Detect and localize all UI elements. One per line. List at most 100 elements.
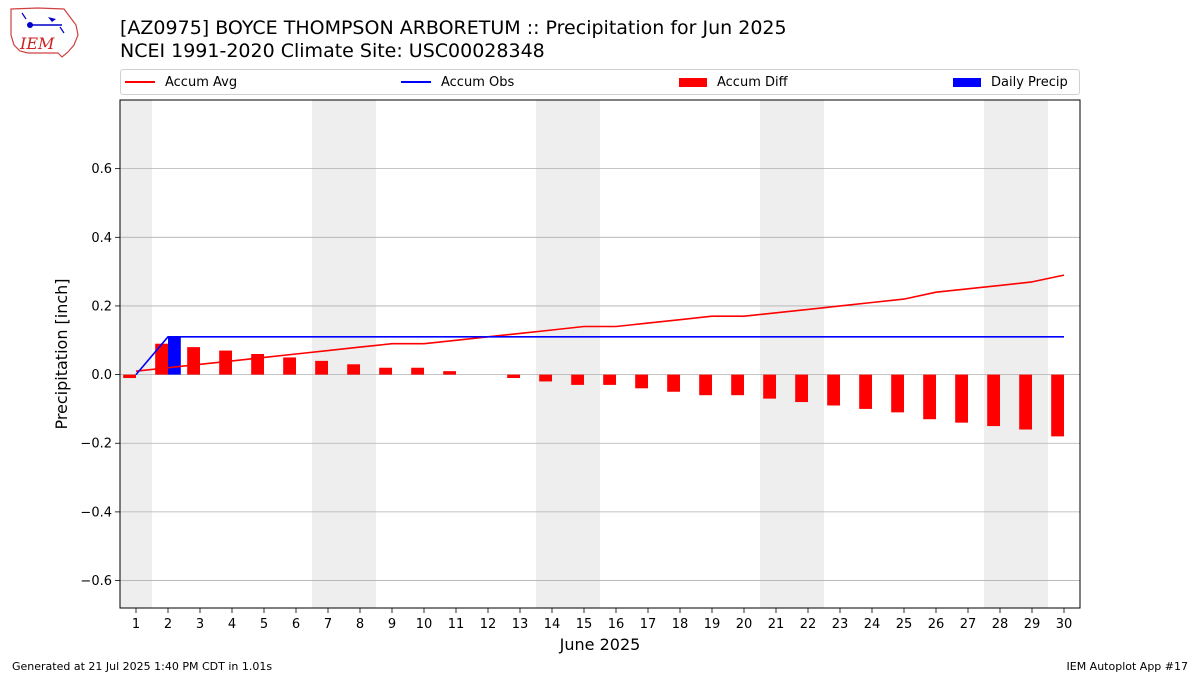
legend-swatch-accum-avg	[125, 81, 155, 83]
x-tick-label: 6	[292, 617, 300, 632]
accum-diff-bar	[187, 347, 200, 375]
accum-diff-bar	[955, 374, 968, 423]
accum-diff-bar	[283, 357, 296, 375]
iowa-outline-shape	[10, 7, 79, 58]
weekend-shade	[312, 100, 376, 608]
logo-text: IEM	[19, 34, 55, 53]
weekend-shade	[760, 100, 824, 608]
x-tick-label: 15	[576, 617, 593, 632]
x-tick-label: 24	[864, 617, 881, 632]
accum-diff-bar	[155, 343, 168, 375]
x-tick-label: 21	[768, 617, 785, 632]
legend-item-accum-obs: Accum Obs	[401, 74, 514, 90]
accum-diff-bar	[859, 374, 872, 409]
iem-logo: IEM	[10, 7, 79, 58]
y-tick-label: −0.4	[80, 505, 112, 520]
legend-item-daily-precip: Daily Precip	[953, 74, 1068, 90]
app-credit: IEM Autoplot App #17	[1066, 660, 1189, 673]
x-tick-label: 13	[512, 617, 529, 632]
x-tick-label: 29	[1024, 617, 1041, 632]
x-tick-label: 5	[260, 617, 268, 632]
accum-diff-bar	[603, 374, 616, 385]
accum-diff-bar	[923, 374, 936, 420]
accum-diff-bar	[699, 374, 712, 396]
x-tick-label: 2	[164, 617, 172, 632]
x-tick-label: 7	[324, 617, 332, 632]
weekend-shade	[120, 100, 152, 608]
x-tick-label: 16	[608, 617, 625, 632]
legend-item-accum-avg: Accum Avg	[125, 74, 237, 90]
legend-swatch-accum-obs	[401, 81, 431, 83]
accum-diff-bar	[987, 374, 1000, 427]
accum-diff-bar	[379, 367, 392, 375]
generated-timestamp: Generated at 21 Jul 2025 1:40 PM CDT in …	[12, 660, 273, 673]
accum-diff-bar	[731, 374, 744, 396]
accum-diff-bar	[507, 374, 520, 379]
x-tick-label: 4	[228, 617, 236, 632]
x-tick-label: 23	[832, 617, 849, 632]
legend-item-accum-diff: Accum Diff	[679, 74, 788, 90]
legend-label-daily-precip: Daily Precip	[991, 74, 1068, 90]
y-tick-label: 0.2	[91, 299, 112, 314]
accum-obs-line	[135, 335, 1064, 376]
weekend-shade	[536, 100, 600, 608]
x-tick-label: 9	[388, 617, 396, 632]
x-axis-label: June 2025	[559, 635, 641, 654]
y-tick-label: 0.0	[91, 368, 112, 383]
y-axis-label: Precipitation [inch]	[52, 278, 71, 429]
weekend-shade	[984, 100, 1048, 608]
accum-diff-bar	[1019, 374, 1032, 430]
x-tick-label: 19	[704, 617, 721, 632]
x-tick-label: 20	[736, 617, 753, 632]
x-tick-label: 10	[416, 617, 433, 632]
x-tick-label: 12	[480, 617, 497, 632]
accum-diff-bar	[411, 367, 424, 375]
y-tick-label: −0.6	[80, 574, 112, 589]
accum-avg-line	[135, 274, 1065, 372]
x-tick-label: 11	[448, 617, 465, 632]
x-tick-label: 18	[672, 617, 689, 632]
x-tick-label: 27	[960, 617, 977, 632]
accum-diff-bar	[123, 374, 136, 379]
logo-tick-shape	[21, 12, 65, 34]
legend-label-accum-diff: Accum Diff	[717, 74, 788, 90]
accum-diff-bar	[667, 374, 680, 392]
y-tick-label: −0.2	[80, 437, 112, 452]
y-tick-label: 0.4	[91, 231, 112, 246]
x-tick-label: 28	[992, 617, 1009, 632]
logo-vane-shape	[48, 17, 56, 22]
accum-diff-bar	[219, 350, 232, 375]
accum-diff-bar	[443, 371, 456, 375]
accum-diff-bar	[635, 374, 648, 389]
accum-diff-bar	[891, 374, 904, 413]
x-tick-label: 22	[800, 617, 817, 632]
legend-swatch-accum-diff	[679, 77, 707, 87]
legend-label-accum-avg: Accum Avg	[165, 74, 238, 90]
accum-diff-bar	[571, 374, 584, 385]
logo-dot-shape	[27, 22, 33, 28]
accum-diff-bar	[827, 374, 840, 406]
plot-frame	[119, 99, 1081, 609]
chart-title: [AZ0975] BOYCE THOMPSON ARBORETUM :: Pre…	[120, 17, 787, 39]
accum-diff-bar	[539, 374, 552, 382]
legend-label-accum-obs: Accum Obs	[441, 74, 515, 90]
y-tick-label: 0.6	[91, 162, 112, 177]
daily-precip-bar	[168, 336, 181, 375]
x-tick-label: 30	[1056, 617, 1073, 632]
legend-swatch-daily-precip	[953, 77, 981, 87]
x-tick-label: 3	[196, 617, 204, 632]
accum-diff-bar	[347, 364, 360, 375]
accum-diff-bar	[315, 360, 328, 375]
x-tick-label: 14	[544, 617, 561, 632]
x-tick-label: 1	[132, 617, 140, 632]
accum-diff-bar	[763, 374, 776, 399]
x-tick-label: 8	[356, 617, 364, 632]
legend: Accum Avg Accum Obs Accum Diff Daily Pre…	[120, 69, 1080, 95]
x-tick-label: 17	[640, 617, 657, 632]
chart-subtitle: NCEI 1991-2020 Climate Site: USC00028348	[120, 40, 545, 62]
accum-diff-bar	[1051, 374, 1064, 437]
x-tick-label: 25	[896, 617, 913, 632]
accum-diff-bar	[795, 374, 808, 403]
